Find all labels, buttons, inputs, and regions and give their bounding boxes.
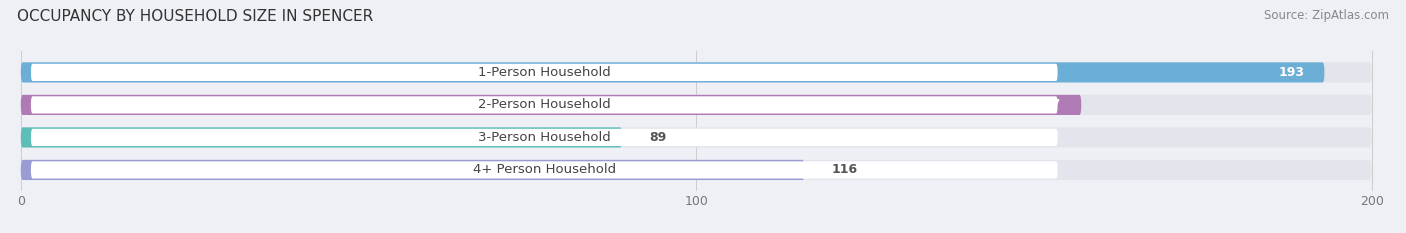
Text: 4+ Person Household: 4+ Person Household [472,163,616,176]
FancyBboxPatch shape [21,160,804,180]
FancyBboxPatch shape [21,127,1372,147]
FancyBboxPatch shape [21,95,1081,115]
Text: 1-Person Household: 1-Person Household [478,66,610,79]
FancyBboxPatch shape [31,161,1057,178]
FancyBboxPatch shape [31,96,1057,113]
FancyBboxPatch shape [31,129,1057,146]
Text: OCCUPANCY BY HOUSEHOLD SIZE IN SPENCER: OCCUPANCY BY HOUSEHOLD SIZE IN SPENCER [17,9,373,24]
Text: 2-Person Household: 2-Person Household [478,98,610,111]
Text: 3-Person Household: 3-Person Household [478,131,610,144]
Text: 193: 193 [1278,66,1305,79]
Text: Source: ZipAtlas.com: Source: ZipAtlas.com [1264,9,1389,22]
Text: 116: 116 [831,163,858,176]
Text: 89: 89 [650,131,666,144]
Text: 157: 157 [1035,98,1062,111]
FancyBboxPatch shape [21,62,1324,82]
FancyBboxPatch shape [31,64,1057,81]
FancyBboxPatch shape [21,160,1372,180]
FancyBboxPatch shape [21,95,1372,115]
FancyBboxPatch shape [21,62,1372,82]
FancyBboxPatch shape [21,127,621,147]
